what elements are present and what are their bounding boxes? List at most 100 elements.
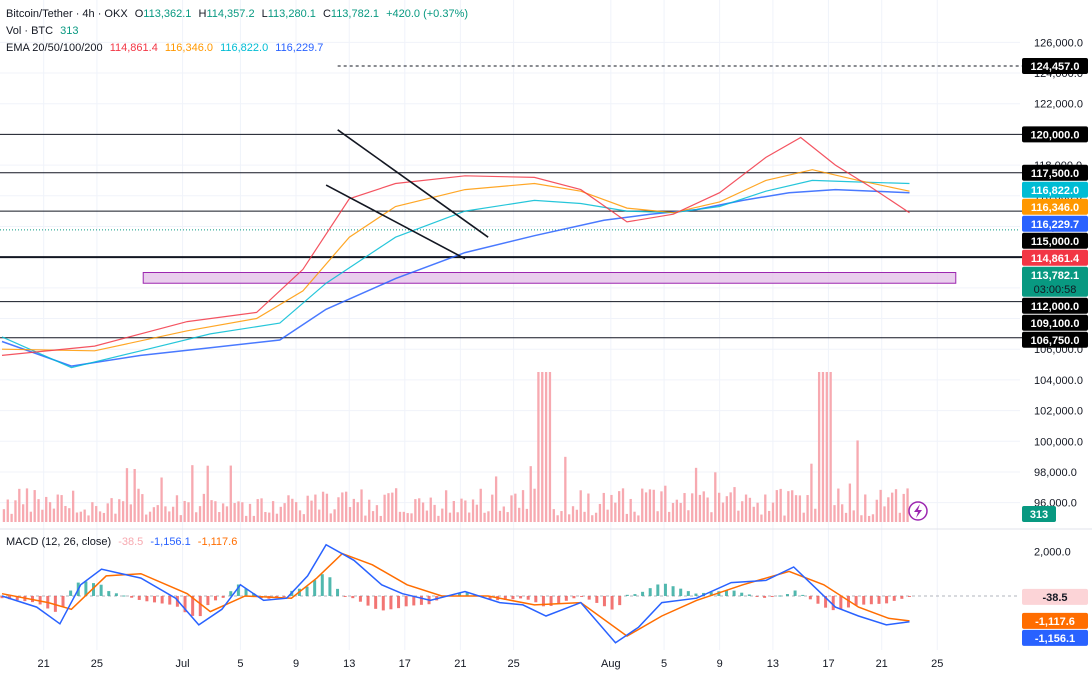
volume-bar [248, 503, 252, 522]
volume-bar [660, 491, 663, 522]
volume-bar [352, 498, 355, 522]
volume-bar [518, 507, 521, 522]
macd-histogram-bar [541, 595, 545, 607]
macd-histogram-bar [145, 595, 149, 602]
macd-histogram-bar [808, 595, 812, 600]
time-axis[interactable]: 21 25 Jul 5 9 13 17 21 25 Aug 5 9 13 17 21 25 [38, 658, 944, 670]
ema50-value: 116,346.0 [164, 42, 214, 54]
volume-bar [41, 509, 44, 522]
volume-bar [444, 490, 448, 522]
symbol-title[interactable]: Bitcoin/Tether · 4h · OKX [6, 8, 128, 20]
volume-bar [337, 497, 340, 522]
volume-bar [594, 512, 598, 522]
price-tag-text: 113,782.1 [1031, 270, 1079, 282]
macd-tag-text: -1,156.1 [1035, 633, 1075, 645]
macd-histogram-bar [663, 583, 667, 596]
volume-label[interactable]: Vol · BTC [6, 25, 54, 37]
volume-bar [891, 492, 894, 522]
macd-histogram-bar [130, 595, 134, 598]
volume-bar [394, 488, 398, 522]
volume-bar [75, 512, 79, 522]
volume-bar [441, 508, 444, 522]
price-tag [1022, 164, 1088, 181]
volume-bar [83, 509, 86, 522]
macd-histogram-bar [557, 595, 561, 604]
volume-bar [541, 372, 544, 522]
volume-legend: Vol · BTC 313 [6, 24, 83, 38]
horizontal-levels[interactable] [0, 65, 1022, 339]
volume-bar [825, 372, 828, 522]
volume-bar [591, 515, 594, 522]
volume-bar [556, 515, 559, 522]
volume-bar [306, 495, 309, 522]
macd-histogram-bar [785, 594, 789, 596]
volume-bar [421, 502, 425, 522]
volume-bar [787, 491, 790, 522]
macd-tag [1022, 629, 1088, 646]
volume-bar [191, 465, 194, 522]
volume-bar [698, 494, 702, 522]
macd-histogram-bar [679, 588, 683, 596]
macd-histogram-bar [648, 588, 652, 596]
volume-bar [618, 491, 621, 522]
macd-histogram-bar [244, 588, 248, 596]
volume-bar [817, 372, 821, 522]
macd-histogram-bar [99, 584, 103, 596]
price-tag [1022, 198, 1088, 215]
volume-bar [710, 512, 713, 522]
macd-histogram-bar [877, 595, 881, 604]
volume-bar [314, 494, 317, 522]
volume-bar [210, 500, 213, 522]
volume-bar [852, 510, 855, 522]
macd-histogram-bar [846, 595, 850, 608]
volume-bar [841, 504, 844, 522]
descending-channel[interactable] [325, 129, 489, 260]
volume-bar [529, 466, 532, 522]
volume-bar [18, 488, 21, 522]
volume-bar [648, 489, 652, 522]
macd-histogram-bar [724, 590, 728, 596]
volume-bar [460, 498, 463, 522]
volume-bar [295, 502, 298, 522]
volume-bar [379, 515, 382, 522]
support-zone[interactable] [142, 272, 957, 284]
time-tick-label: 21 [454, 658, 466, 670]
volume-bar [52, 508, 56, 522]
low-value: 113,280.1 [267, 8, 316, 20]
volume-bar [329, 513, 332, 522]
volume-bar [571, 506, 575, 522]
price-tag [1022, 126, 1088, 143]
macd-histogram-bar [740, 592, 744, 596]
macd-histogram-bar [0, 595, 4, 599]
volume-bar [156, 505, 159, 522]
volume-bar [164, 506, 167, 522]
price-tag-text: 116,822.0 [1031, 185, 1079, 197]
volume-bar [318, 509, 321, 522]
volume-bar [814, 508, 817, 522]
price-tag-text: 106,750.0 [1031, 335, 1080, 347]
price-tag-text: 112,000.0 [1031, 301, 1079, 313]
time-tick-label: 5 [661, 658, 667, 670]
price-tag-text: 109,100.0 [1031, 318, 1080, 330]
macd-histogram-bar [465, 592, 469, 596]
macd-histogram-bar [107, 591, 111, 596]
change-value: +420.0 (+0.37%) [386, 8, 469, 20]
ema-label[interactable]: EMA 20/50/100/200 [6, 42, 103, 54]
volume-bar [537, 372, 540, 522]
price-tag [1022, 297, 1088, 314]
macd-histogram-bar [602, 595, 606, 607]
volume-bar [544, 372, 548, 522]
macd-tag-text: -1,117.6 [1035, 616, 1075, 628]
close-label: C [322, 8, 331, 20]
volume-bar [98, 511, 102, 522]
volume-bar [552, 509, 555, 522]
volume-bar [748, 497, 752, 522]
volume-bar [137, 488, 140, 522]
macd-signal-value: -1,117.6 [197, 536, 238, 548]
volume-bar [875, 499, 878, 522]
macd-histogram-bar [755, 595, 759, 597]
macd-label[interactable]: MACD (12, 26, close) [6, 536, 112, 548]
macd-histogram-bar [183, 595, 187, 613]
flash-icon[interactable] [908, 501, 928, 521]
